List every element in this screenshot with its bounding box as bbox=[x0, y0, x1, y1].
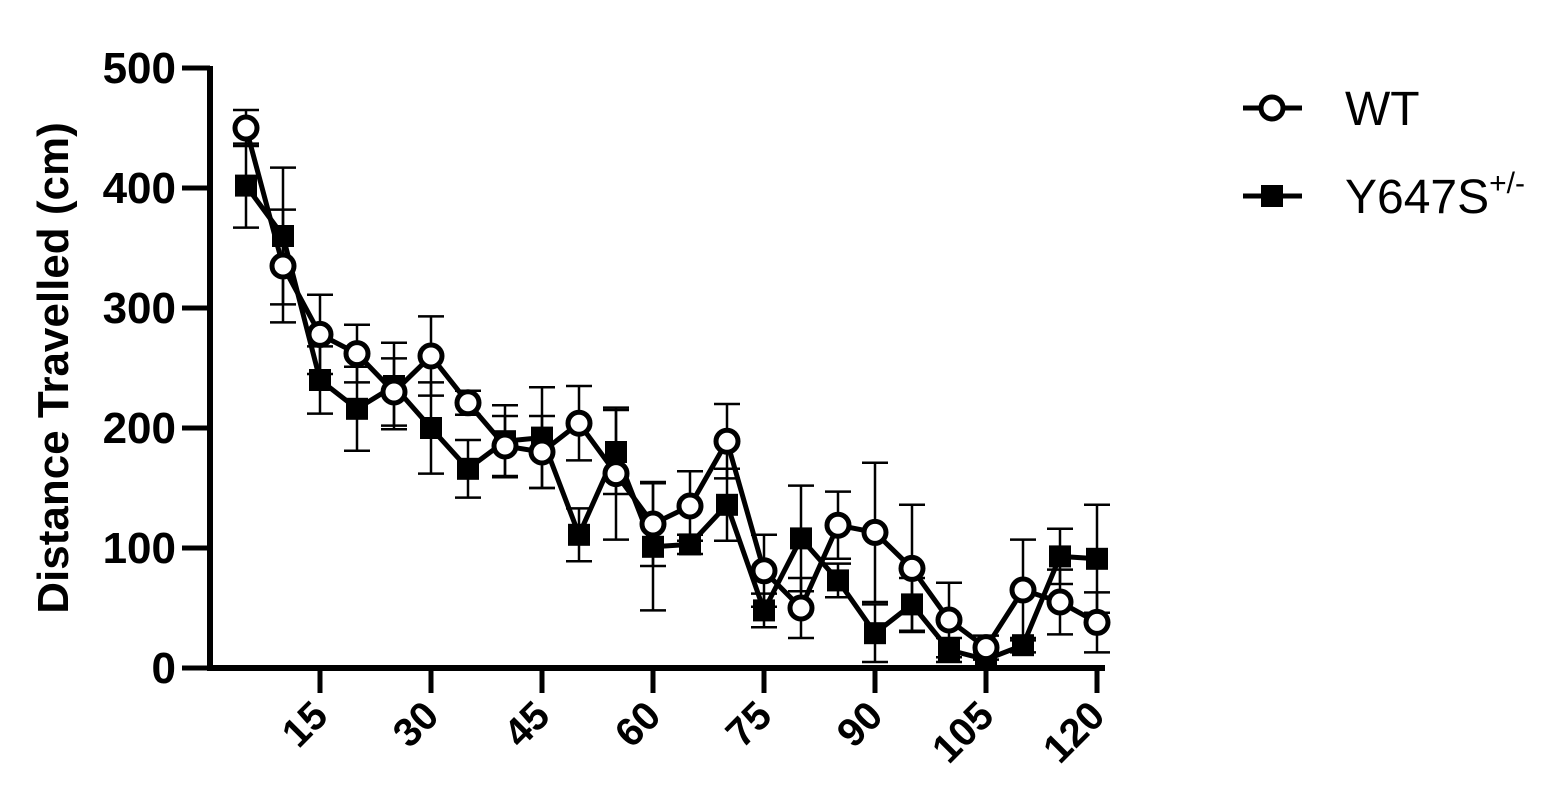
data-point bbox=[1083, 608, 1111, 636]
legend-entry: WT bbox=[1243, 83, 1420, 136]
legend-label-superscript: +/- bbox=[1489, 167, 1525, 200]
x-tick-label: 15 bbox=[274, 693, 337, 756]
data-point bbox=[861, 518, 889, 546]
data-point bbox=[528, 438, 556, 466]
y-axis-label: Distance Travelled (cm) bbox=[29, 122, 78, 614]
y-tick-label: 0 bbox=[152, 644, 176, 693]
data-point bbox=[713, 427, 741, 455]
x-tick-label: 45 bbox=[496, 693, 559, 756]
data-point bbox=[1049, 545, 1071, 568]
x-tick-label: 105 bbox=[924, 693, 1002, 771]
data-point bbox=[676, 492, 704, 520]
data-point bbox=[864, 622, 886, 645]
data-point bbox=[235, 174, 257, 197]
series-line bbox=[243, 184, 1098, 663]
data-point bbox=[716, 493, 738, 516]
x-tick-label: 60 bbox=[607, 693, 670, 756]
x-tick-label: 75 bbox=[718, 693, 781, 756]
legend-label: Y647S+/- bbox=[1345, 167, 1525, 224]
data-point bbox=[639, 510, 667, 538]
y-tick-label: 400 bbox=[103, 164, 176, 213]
y-tick-label: 500 bbox=[103, 44, 176, 93]
data-point bbox=[232, 114, 260, 142]
data-point bbox=[750, 557, 778, 585]
data-point bbox=[679, 533, 701, 556]
data-point bbox=[346, 397, 368, 420]
y-axis-ticks: 0 100 200 300 400 500 bbox=[103, 44, 210, 693]
data-point bbox=[417, 342, 445, 370]
series-layer bbox=[232, 108, 1111, 671]
series-line bbox=[243, 127, 1099, 651]
chart-legend: WT Y647S+/- bbox=[1243, 83, 1525, 224]
legend-marker bbox=[1258, 94, 1286, 122]
data-point bbox=[602, 460, 630, 488]
data-point bbox=[457, 457, 479, 480]
data-point bbox=[787, 594, 815, 622]
legend-entry: Y647S+/- bbox=[1243, 167, 1525, 224]
y-tick-label: 300 bbox=[103, 284, 176, 333]
data-point bbox=[491, 432, 519, 460]
data-point bbox=[753, 599, 775, 622]
data-point bbox=[343, 340, 371, 368]
data-point bbox=[898, 554, 926, 582]
series-y647s bbox=[233, 142, 1110, 671]
data-point bbox=[380, 378, 408, 406]
chart-axes bbox=[207, 66, 1105, 671]
data-point bbox=[565, 409, 593, 437]
data-point bbox=[306, 320, 334, 348]
x-tick-label: 120 bbox=[1035, 693, 1113, 771]
data-point bbox=[790, 527, 812, 550]
series-wt bbox=[232, 108, 1111, 662]
data-point bbox=[568, 523, 590, 546]
data-point bbox=[1086, 547, 1108, 570]
data-point bbox=[454, 389, 482, 417]
data-point bbox=[827, 569, 849, 592]
y-tick-label: 200 bbox=[103, 404, 176, 453]
data-point bbox=[824, 511, 852, 539]
y-tick-label: 100 bbox=[103, 524, 176, 573]
data-point bbox=[420, 417, 442, 439]
x-tick-label: 90 bbox=[829, 693, 892, 756]
legend-label: WT bbox=[1345, 83, 1420, 136]
data-point bbox=[972, 634, 1000, 662]
data-point bbox=[269, 252, 297, 280]
x-tick-label: 30 bbox=[385, 693, 448, 756]
data-point bbox=[1046, 588, 1074, 616]
x-axis-ticks: 15 30 45 60 75 90 105 120 bbox=[274, 668, 1113, 772]
data-point bbox=[1009, 576, 1037, 604]
data-point bbox=[935, 606, 963, 634]
legend-marker bbox=[1261, 185, 1283, 207]
